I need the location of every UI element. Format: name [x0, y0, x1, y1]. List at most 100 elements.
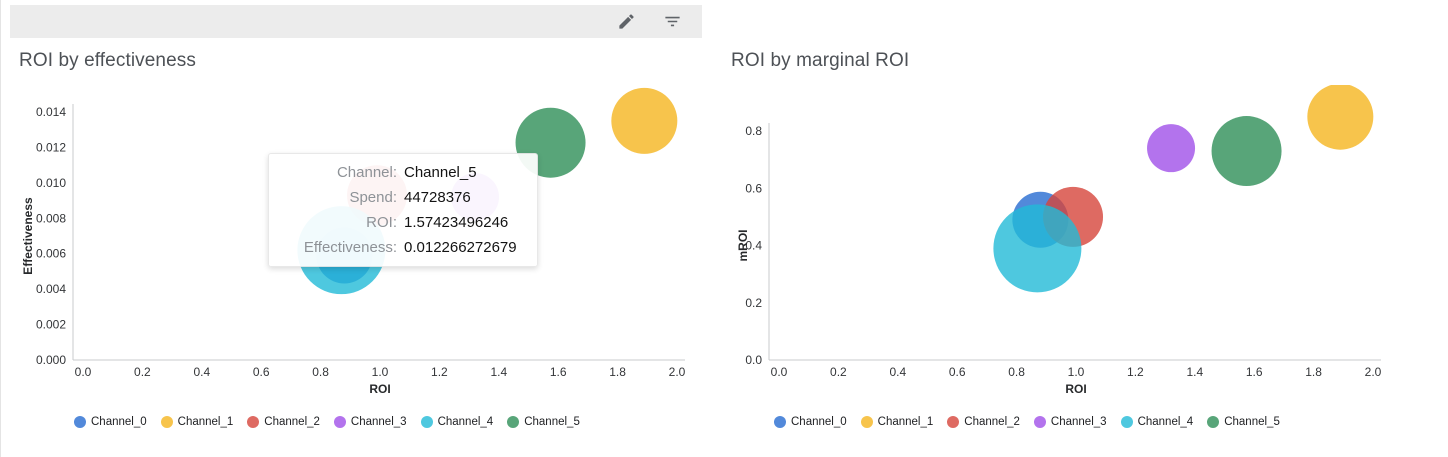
x-tick-label: 1.0 — [1068, 365, 1085, 379]
tooltip-effectiveness-label: Effectiveness: — [303, 239, 397, 256]
x-tick-label: 1.4 — [1186, 365, 1203, 379]
y-axis-title: Effectiveness — [21, 197, 35, 275]
chart-hover-toolbar — [10, 5, 702, 38]
tooltip-spend-label: Spend: — [349, 189, 397, 206]
legend-dot-channel_3 — [333, 416, 346, 428]
y-tick-label: 0.6 — [745, 181, 762, 195]
filter-list-icon — [663, 12, 682, 31]
x-tick-label: 0.2 — [134, 365, 151, 379]
legend-item-channel_4[interactable]: Channel_4 — [420, 416, 494, 428]
y-tick-label: 0.010 — [36, 176, 66, 190]
legend-dot-channel_2 — [247, 416, 260, 428]
tooltip-effectiveness-value: 0.012266272679 — [404, 239, 517, 256]
legend-label: Channel_1 — [877, 416, 934, 428]
legend-label: Channel_3 — [350, 416, 407, 428]
y-tick-label: 0.2 — [745, 296, 762, 310]
x-tick-label: 0.6 — [253, 365, 270, 379]
bubble-channel_3[interactable] — [1147, 124, 1196, 173]
legend-item-channel_3[interactable]: Channel_3 — [333, 416, 407, 428]
legend-dot-channel_4 — [1120, 416, 1133, 428]
legend-dot-channel_1 — [860, 416, 873, 428]
y-tick-label: 0.8 — [745, 124, 762, 138]
legend-dot-channel_4 — [420, 416, 433, 428]
legend-item-channel_2[interactable]: Channel_2 — [247, 416, 320, 428]
chart-legend-left: Channel_0 Channel_1 Channel_2 Channel_3 Chan… — [74, 416, 580, 428]
legend-label: Channel_4 — [437, 416, 494, 428]
x-tick-label: 1.2 — [431, 365, 448, 379]
legend-item-channel_1[interactable]: Channel_1 — [860, 416, 934, 428]
chart-title-roi-by-effectiveness: ROI by effectiveness — [19, 50, 196, 71]
legend-label: Channel_0 — [91, 416, 147, 428]
bubble-channel_1[interactable] — [1307, 85, 1374, 150]
x-tick-label: 1.2 — [1127, 365, 1144, 379]
x-tick-label: 1.6 — [1246, 365, 1263, 379]
edit-pencil-icon — [617, 12, 636, 31]
y-tick-label: 0.002 — [36, 318, 66, 332]
edit-chart-button[interactable] — [614, 10, 638, 34]
x-tick-label: 2.0 — [669, 365, 686, 379]
y-tick-label: 0.0 — [745, 353, 762, 367]
tooltip-row-roi: ROI: 1.57423496246 — [285, 210, 521, 235]
legend-dot-channel_5 — [507, 416, 520, 428]
x-tick-label: 2.0 — [1365, 365, 1382, 379]
legend-dot-channel_2 — [947, 416, 960, 428]
tooltip-row-spend: Spend: 44728376 — [285, 185, 521, 210]
y-axis-title: mROI — [736, 229, 750, 261]
chart-tooltip: Channel: Channel_5 Spend: 44728376 ROI: … — [268, 153, 538, 267]
legend-item-channel_3[interactable]: Channel_3 — [1033, 416, 1107, 428]
chart-title-roi-by-marginal-roi: ROI by marginal ROI — [731, 50, 910, 71]
x-tick-label: 0.8 — [312, 365, 329, 379]
legend-label: Channel_1 — [177, 416, 234, 428]
legend-label: Channel_2 — [964, 416, 1020, 428]
legend-label: Channel_2 — [264, 416, 320, 428]
legend-dot-channel_0 — [774, 416, 786, 428]
legend-label: Channel_5 — [1224, 416, 1280, 428]
legend-item-channel_0[interactable]: Channel_0 — [774, 416, 847, 428]
legend-dot-channel_5 — [1207, 416, 1220, 428]
x-tick-label: 0.4 — [889, 365, 906, 379]
legend-dot-channel_3 — [1033, 416, 1046, 428]
x-tick-label: 0.0 — [75, 365, 92, 379]
y-tick-label: 0.000 — [36, 353, 66, 367]
x-tick-label: 1.6 — [550, 365, 567, 379]
y-tick-label: 0.004 — [36, 282, 66, 296]
legend-item-channel_2[interactable]: Channel_2 — [947, 416, 1020, 428]
y-tick-label: 0.4 — [745, 239, 762, 253]
x-tick-label: 0.2 — [830, 365, 847, 379]
bubble-chart-roi-by-marginal-roi: 0.0 0.2 0.4 0.6 0.8 1.0 1.2 1.4 1.6 1.8 2.0 0.0 0.2 0… — [736, 85, 1382, 396]
legend-dot-channel_1 — [160, 416, 173, 428]
tooltip-row-channel: Channel: Channel_5 — [285, 160, 521, 185]
bubble-channel_4[interactable] — [993, 204, 1082, 293]
x-tick-label: 1.8 — [609, 365, 626, 379]
legend-item-channel_4[interactable]: Channel_4 — [1120, 416, 1194, 428]
chart-legend-right: Channel_0 Channel_1 Channel_2 Channel_3 Chan… — [774, 416, 1280, 428]
x-tick-label: 1.0 — [372, 365, 389, 379]
bubble-channel_5[interactable] — [1211, 116, 1282, 187]
legend-item-channel_0[interactable]: Channel_0 — [74, 416, 147, 428]
legend-dot-channel_0 — [74, 416, 86, 428]
legend-item-channel_5[interactable]: Channel_5 — [1207, 416, 1280, 428]
y-tick-label: 0.012 — [36, 140, 66, 154]
bubble-channel_1[interactable] — [611, 87, 678, 154]
filter-chart-button[interactable] — [660, 10, 684, 34]
tooltip-channel-value: Channel_5 — [404, 164, 477, 181]
legend-item-channel_1[interactable]: Channel_1 — [160, 416, 234, 428]
tooltip-roi-label: ROI: — [366, 214, 397, 231]
legend-label: Channel_3 — [1050, 416, 1107, 428]
legend-label: Channel_5 — [524, 416, 580, 428]
x-tick-label: 0.6 — [949, 365, 966, 379]
legend-label: Channel_0 — [791, 416, 847, 428]
y-tick-label: 0.008 — [36, 211, 66, 225]
tooltip-row-effectiveness: Effectiveness: 0.012266272679 — [285, 235, 521, 260]
tooltip-roi-value: 1.57423496246 — [404, 214, 509, 231]
tooltip-spend-value: 44728376 — [404, 189, 471, 206]
x-tick-label: 0.0 — [771, 365, 788, 379]
tooltip-channel-label: Channel: — [336, 164, 397, 181]
x-axis-title: ROI — [369, 382, 390, 396]
x-tick-label: 1.8 — [1305, 365, 1322, 379]
legend-item-channel_5[interactable]: Channel_5 — [507, 416, 580, 428]
x-tick-label: 1.4 — [490, 365, 507, 379]
y-tick-label: 0.006 — [36, 247, 66, 261]
legend-label: Channel_4 — [1137, 416, 1194, 428]
